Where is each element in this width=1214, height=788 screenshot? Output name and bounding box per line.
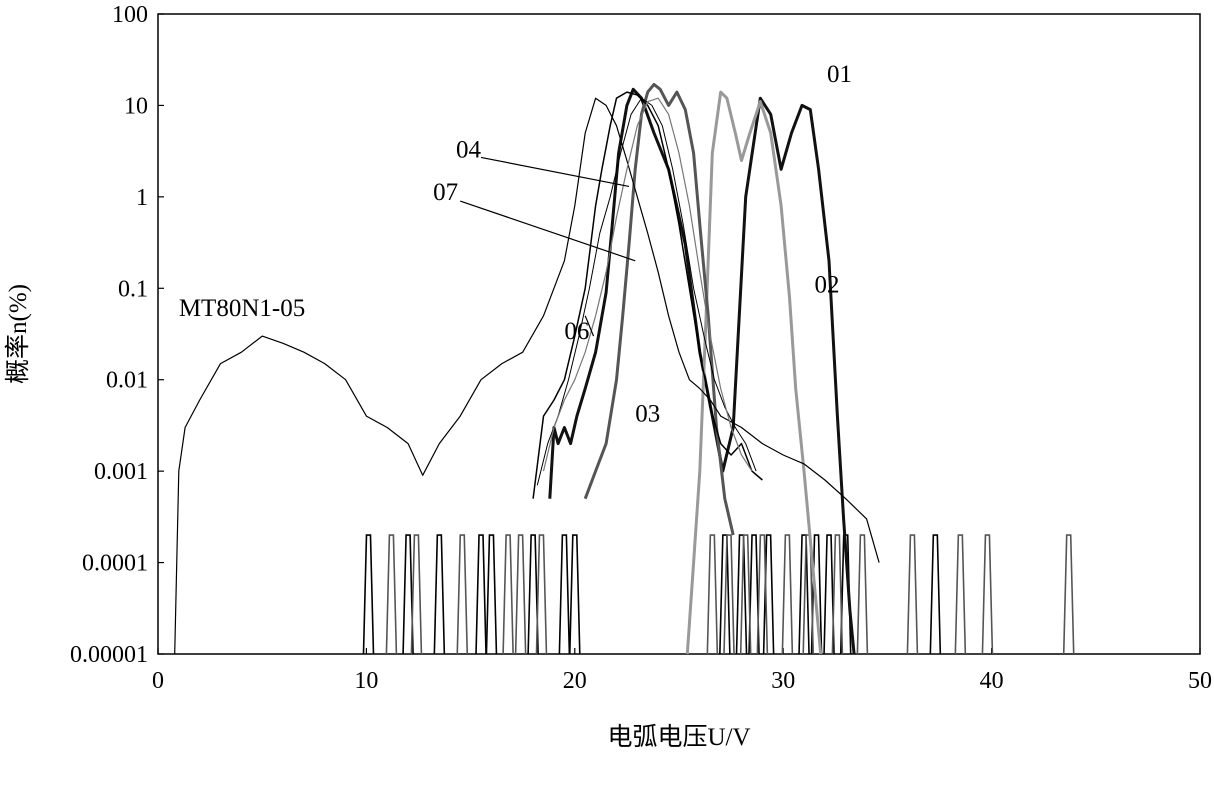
noise-spike — [410, 534, 423, 655]
x-tick-label: 50 — [1188, 668, 1212, 694]
noise-spike — [719, 534, 731, 655]
noise-spike — [723, 534, 735, 655]
series-line-01 — [548, 87, 856, 655]
noise-spike — [802, 534, 815, 655]
leader-line — [584, 315, 595, 337]
noise-spike — [569, 534, 581, 655]
y-tick-label: 0.01 — [106, 368, 148, 394]
noise-spike — [954, 534, 967, 655]
noise-spike — [433, 534, 446, 655]
y-tick-label: 0.00001 — [70, 642, 148, 668]
plot-frame — [157, 13, 1201, 655]
noise-spikes — [362, 534, 1075, 655]
noise-spike — [1062, 534, 1075, 655]
noise-spike — [558, 534, 571, 655]
x-tick-label: 10 — [354, 668, 378, 694]
series-label: 07 — [433, 179, 458, 206]
noise-spike — [823, 534, 835, 655]
series-label: MT80N1-05 — [179, 295, 305, 322]
y-tick-label: 0.1 — [118, 276, 148, 302]
leader-line — [459, 200, 636, 262]
x-tick-label: 0 — [152, 668, 164, 694]
series-line-06 — [536, 97, 757, 486]
series-line-03 — [583, 82, 735, 536]
noise-spike — [502, 534, 514, 655]
noise-spike — [385, 534, 398, 655]
noise-spike — [906, 534, 919, 655]
noise-spike — [781, 534, 794, 655]
series-line-MT80N1-05 — [174, 97, 880, 655]
noise-spike — [831, 534, 844, 655]
series-labels: 01 02 03 04 06 07 MT80N1-05 — [179, 61, 852, 427]
y-axis-title: 概率n(%) — [4, 284, 32, 384]
noise-spike — [735, 534, 748, 655]
noise-spike — [485, 534, 498, 655]
noise-spike — [739, 534, 752, 655]
leader-line — [480, 156, 630, 188]
y-tick-label: 1 — [136, 185, 148, 211]
noise-spike — [362, 534, 375, 655]
y-tick-label: 10 — [124, 93, 148, 119]
series-lines — [174, 82, 880, 655]
x-tick-label: 30 — [771, 668, 795, 694]
series-line-07 — [542, 97, 753, 472]
noise-spike — [402, 534, 414, 655]
series-label: 01 — [827, 61, 852, 88]
noise-spike — [929, 534, 942, 655]
y-tick-label: 100 — [112, 2, 148, 28]
y-tick-label: 0.001 — [94, 459, 148, 485]
series-line-04 — [532, 91, 763, 499]
noise-spike — [798, 534, 810, 655]
leader-lines — [459, 156, 636, 337]
x-axis-title: 电弧电压U/V — [607, 723, 750, 751]
noise-spike — [475, 534, 487, 655]
noise-spike — [981, 534, 994, 655]
noise-spike — [748, 534, 760, 655]
axis-ticks: 0 10 20 30 40 500.000010.00010.0010.010.11101… — [70, 2, 1212, 694]
noise-spike — [706, 534, 719, 655]
series-label: 04 — [456, 136, 482, 163]
y-tick-label: 0.0001 — [82, 551, 148, 577]
noise-spike — [756, 534, 769, 655]
series-label: 03 — [635, 400, 660, 427]
x-tick-label: 20 — [563, 668, 587, 694]
noise-spike — [856, 534, 869, 655]
noise-spike — [456, 534, 469, 655]
noise-spike — [527, 534, 539, 655]
series-label: 06 — [564, 318, 589, 345]
x-tick-label: 40 — [980, 668, 1004, 694]
series-label: 02 — [814, 271, 839, 298]
noise-spike — [514, 534, 527, 655]
noise-spike — [535, 534, 548, 655]
